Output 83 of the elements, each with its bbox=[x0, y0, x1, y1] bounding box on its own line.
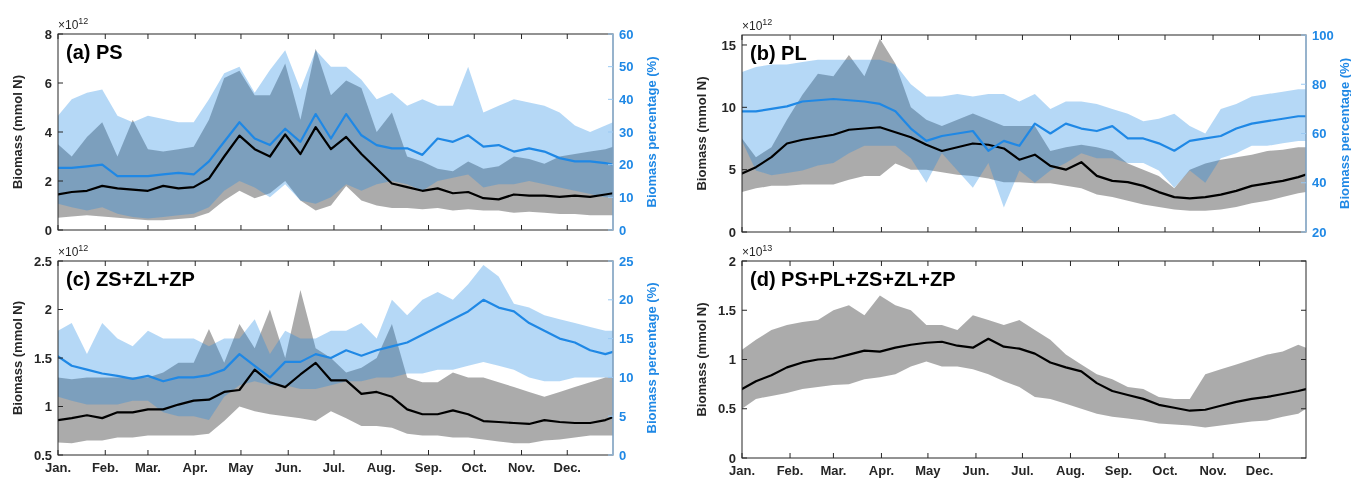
y2-tick-label: 0 bbox=[619, 222, 627, 238]
text: ×10$^{12}$ bbox=[58, 243, 89, 259]
y-tick-label: 6 bbox=[44, 75, 52, 91]
x-tick-label: Aug. bbox=[366, 460, 396, 475]
y2-tick-label: 0 bbox=[619, 447, 627, 463]
x-tick-label: Jul. bbox=[322, 460, 346, 475]
y2-axis-title: Biomass percentage (%) bbox=[643, 56, 659, 208]
y2-tick-label: 60 bbox=[1312, 126, 1327, 142]
chart-title: (b) PL bbox=[750, 42, 807, 64]
y-tick-label: 2 bbox=[728, 253, 736, 269]
y2-axis-title: Biomass percentage (%) bbox=[643, 282, 659, 434]
x-tick-label: Feb. bbox=[91, 460, 119, 475]
x-tick-label: Jun. bbox=[274, 460, 302, 475]
y2-tick-label: 30 bbox=[619, 124, 634, 140]
y-tick-label: 0 bbox=[44, 222, 52, 238]
y2-tick-label: 60 bbox=[619, 26, 634, 42]
x-tick-label: Mar. bbox=[134, 460, 161, 475]
x-tick-label: Dec. bbox=[1245, 463, 1274, 478]
y2-tick-label: 20 bbox=[1312, 224, 1327, 240]
x-tick-label: Sep. bbox=[1104, 463, 1133, 478]
y2-axis-title: Biomass percentage (%) bbox=[1336, 58, 1351, 209]
y2-tick-label: 40 bbox=[1312, 175, 1327, 191]
y2-tick-label: 10 bbox=[619, 369, 634, 385]
chart-title: (a) PS bbox=[66, 41, 123, 63]
y2-tick-label: 25 bbox=[619, 253, 634, 269]
text: ×10$^{12}$ bbox=[58, 16, 89, 32]
y-axis-title: Biomass (mmol N) bbox=[10, 74, 25, 190]
chart-title: (d) PS+PL+ZS+ZL+ZP bbox=[750, 268, 956, 290]
y2-tick-label: 20 bbox=[619, 157, 634, 173]
y-tick-label: 1.5 bbox=[717, 302, 736, 318]
x-tick-label: Sep. bbox=[414, 460, 443, 475]
y-tick-label: 10 bbox=[721, 99, 736, 115]
y2-tick-label: 10 bbox=[619, 189, 634, 205]
x-tick-label: Aug. bbox=[1056, 463, 1085, 478]
y-tick-label: 4 bbox=[44, 124, 53, 140]
y-tick-label: 0 bbox=[728, 450, 736, 466]
y2-tick-label: 15 bbox=[619, 331, 634, 347]
x-tick-label: Jan. bbox=[728, 463, 756, 478]
y2-tick-label: 80 bbox=[1312, 76, 1327, 92]
y-tick-label: 1.5 bbox=[33, 350, 52, 366]
line-series bbox=[742, 97, 1306, 152]
x-tick-label: Oct. bbox=[461, 460, 487, 475]
y2-tick-label: 50 bbox=[619, 59, 634, 75]
y-tick-label: 2.5 bbox=[33, 253, 52, 269]
x-tick-label: Apr. bbox=[182, 460, 208, 475]
x-tick-label: Jan. bbox=[44, 460, 72, 475]
y-tick-label: 0.5 bbox=[717, 401, 736, 417]
y-tick-label: 1 bbox=[44, 399, 52, 415]
x-tick-label: Feb. bbox=[776, 463, 804, 478]
y-tick-label: 2 bbox=[44, 173, 52, 189]
x-tick-label: Nov. bbox=[507, 460, 536, 475]
line-series bbox=[742, 337, 1306, 412]
x-tick-label: Apr. bbox=[868, 463, 895, 478]
y-axis-title: Biomass (mmol N) bbox=[694, 302, 709, 417]
y-tick-label: 0.5 bbox=[33, 447, 52, 463]
x-tick-label: May bbox=[228, 460, 255, 475]
y-tick-label: 0 bbox=[728, 224, 736, 240]
y2-tick-label: 20 bbox=[619, 292, 634, 308]
chart-title: (c) ZS+ZL+ZP bbox=[66, 268, 195, 290]
x-tick-label: Jun. bbox=[962, 463, 990, 478]
y-axis-title: Biomass (mmol N) bbox=[694, 76, 709, 191]
x-tick-label: Oct. bbox=[1152, 463, 1178, 478]
line-series bbox=[58, 361, 613, 426]
x-tick-label: Jul. bbox=[1011, 463, 1034, 478]
x-tick-label: Dec. bbox=[553, 460, 581, 475]
y-tick-label: 5 bbox=[728, 162, 736, 178]
y-axis-title: Biomass (mmol N) bbox=[10, 300, 25, 416]
line-series bbox=[58, 298, 613, 383]
x-tick-label: Nov. bbox=[1199, 463, 1227, 478]
y-tick-label: 2 bbox=[44, 302, 52, 318]
y-tick-label: 1 bbox=[728, 352, 736, 368]
line-series bbox=[58, 126, 613, 201]
line-series bbox=[742, 126, 1306, 200]
y-tick-label: 8 bbox=[44, 26, 52, 42]
text: ×10$^{13}$ bbox=[742, 243, 773, 259]
x-tick-label: May bbox=[915, 463, 942, 478]
text: ×10$^{12}$ bbox=[742, 17, 773, 33]
x-tick-label: Mar. bbox=[820, 463, 847, 478]
y2-tick-label: 100 bbox=[1312, 27, 1334, 43]
line-series bbox=[58, 112, 613, 178]
y2-tick-label: 40 bbox=[619, 91, 634, 107]
y-tick-label: 15 bbox=[721, 37, 736, 53]
y2-tick-label: 5 bbox=[619, 408, 627, 424]
